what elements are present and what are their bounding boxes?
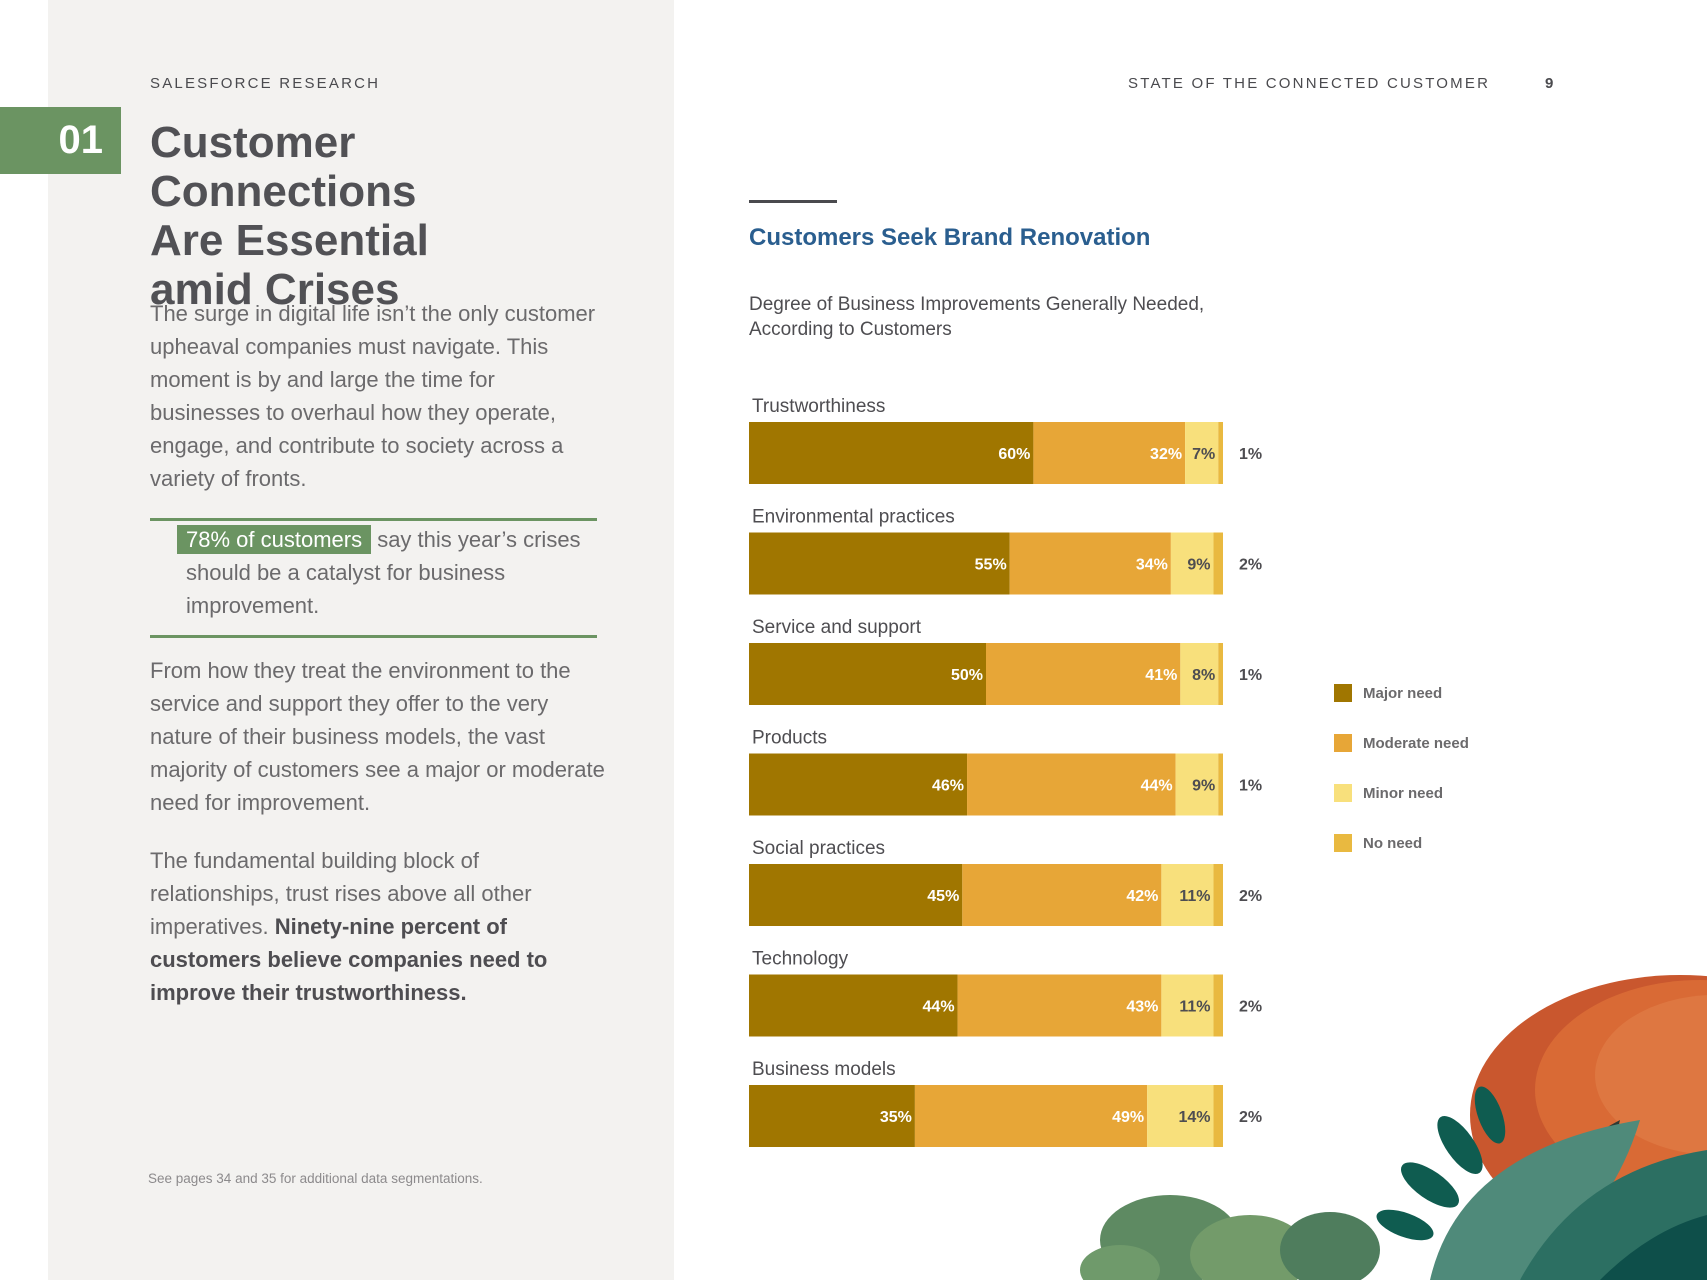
- bar-business-models-no-need: [1213, 1085, 1223, 1147]
- value-label-trustworthiness-major-need: 60%: [998, 446, 1030, 463]
- bar-service-and-support-minor-need: [1180, 643, 1219, 705]
- value-label-business-models-minor-need: 14%: [1178, 1109, 1210, 1126]
- bar-social-practices-moderate-need: [962, 864, 1162, 926]
- value-label-products-no-need: 1%: [1239, 778, 1262, 795]
- headline-line-1: Customer Connections: [150, 118, 417, 216]
- bar-technology-major-need: [749, 974, 958, 1037]
- trust-paragraph: The fundamental building block of relati…: [150, 844, 610, 1009]
- legend-swatch-no-need: [1334, 834, 1352, 852]
- bar-environmental-practices-moderate-need: [1009, 532, 1171, 595]
- legend-swatch-major-need: [1334, 684, 1352, 702]
- stat-callout: 78% of customers say this year’s crises …: [150, 518, 597, 638]
- bar-environmental-practices-no-need: [1213, 532, 1223, 595]
- brand-label: SALESFORCE RESEARCH: [150, 75, 381, 92]
- value-label-technology-no-need: 2%: [1239, 999, 1262, 1016]
- category-label-technology: Technology: [752, 949, 849, 970]
- value-label-trustworthiness-minor-need: 7%: [1192, 446, 1215, 463]
- legend-label-major-need: Major need: [1363, 685, 1442, 702]
- callout-text: 78% of customers say this year’s crises …: [177, 523, 591, 622]
- value-label-service-and-support-minor-need: 8%: [1192, 667, 1215, 684]
- bar-trustworthiness-moderate-need: [1033, 422, 1186, 484]
- section-number-badge: 01: [0, 107, 121, 174]
- bar-technology-no-need: [1213, 974, 1223, 1037]
- category-label-trustworthiness: Trustworthiness: [752, 396, 885, 417]
- bar-business-models-minor-need: [1147, 1085, 1214, 1147]
- value-label-technology-moderate-need: 43%: [1126, 999, 1158, 1016]
- trust-paragraph-bold: Ninety-nine percent of customers believe…: [150, 914, 548, 1005]
- bar-service-and-support-no-need: [1218, 643, 1223, 705]
- chart-legend: Major need Moderate need Minor need No need: [1334, 684, 1469, 852]
- value-label-trustworthiness-no-need: 1%: [1239, 446, 1262, 463]
- value-label-social-practices-major-need: 45%: [927, 888, 959, 905]
- bar-products-moderate-need: [967, 753, 1176, 816]
- value-label-products-minor-need: 9%: [1192, 778, 1215, 795]
- trust-paragraph-plain: The fundamental building block of relati…: [150, 848, 532, 939]
- category-label-environmental-practices: Environmental practices: [752, 507, 955, 528]
- value-label-technology-major-need: 44%: [923, 999, 955, 1016]
- category-label-business-models: Business models: [752, 1059, 896, 1080]
- value-label-business-models-moderate-need: 49%: [1112, 1109, 1144, 1126]
- bar-environmental-practices-minor-need: [1170, 532, 1214, 595]
- footnote: See pages 34 and 35 for additional data …: [148, 1171, 483, 1186]
- legend-label-no-need: No need: [1363, 835, 1422, 852]
- chart-title: Customers Seek Brand Renovation: [749, 224, 1151, 251]
- value-label-environmental-practices-major-need: 55%: [975, 557, 1007, 574]
- bar-trustworthiness-minor-need: [1185, 422, 1219, 484]
- bar-social-practices-major-need: [749, 864, 963, 926]
- value-label-environmental-practices-minor-need: 9%: [1187, 557, 1210, 574]
- legend-label-minor-need: Minor need: [1363, 785, 1443, 802]
- category-label-social-practices: Social practices: [752, 838, 885, 859]
- foliage-illustration: [1080, 975, 1707, 1280]
- callout-highlight: 78% of customers: [177, 525, 372, 554]
- bar-trustworthiness-major-need: [749, 422, 1034, 484]
- title-rule: [749, 200, 837, 203]
- value-label-service-and-support-moderate-need: 41%: [1145, 667, 1177, 684]
- bar-environmental-practices-major-need: [749, 532, 1010, 595]
- page-number: 9: [1545, 75, 1554, 92]
- value-label-trustworthiness-moderate-need: 32%: [1150, 446, 1182, 463]
- intro-paragraph: The surge in digital life isn’t the only…: [150, 301, 596, 491]
- value-label-social-practices-no-need: 2%: [1239, 888, 1262, 905]
- bar-social-practices-no-need: [1213, 864, 1223, 926]
- page-title: Customer Connections Are Essential amid …: [150, 118, 630, 314]
- callout-rest: say this year’s crises should be a catal…: [186, 527, 581, 618]
- category-label-products: Products: [752, 728, 827, 749]
- value-label-social-practices-moderate-need: 42%: [1126, 888, 1158, 905]
- legend-swatch-moderate-need: [1334, 734, 1352, 752]
- bar-trustworthiness-no-need: [1218, 422, 1223, 484]
- value-label-business-models-no-need: 2%: [1239, 1109, 1262, 1126]
- left-panel: [48, 0, 674, 1280]
- value-label-environmental-practices-moderate-need: 34%: [1136, 557, 1168, 574]
- value-label-products-major-need: 46%: [932, 778, 964, 795]
- value-label-service-and-support-no-need: 1%: [1239, 667, 1262, 684]
- bar-products-no-need: [1218, 753, 1223, 816]
- value-label-environmental-practices-no-need: 2%: [1239, 557, 1262, 574]
- headline-line-3: amid Crises: [150, 265, 400, 314]
- bar-products-major-need: [749, 753, 968, 816]
- headline-line-2: Are Essential: [150, 216, 429, 265]
- value-label-products-moderate-need: 44%: [1141, 778, 1173, 795]
- category-label-service-and-support: Service and support: [752, 617, 922, 638]
- legend-label-moderate-need: Moderate need: [1363, 735, 1469, 752]
- bar-business-models-moderate-need: [914, 1085, 1148, 1147]
- value-label-technology-minor-need: 11%: [1179, 999, 1210, 1016]
- legend-swatch-minor-need: [1334, 784, 1352, 802]
- bar-business-models-major-need: [749, 1085, 915, 1147]
- value-label-social-practices-minor-need: 11%: [1179, 888, 1210, 905]
- bar-technology-moderate-need: [957, 974, 1162, 1037]
- value-label-service-and-support-major-need: 50%: [951, 667, 983, 684]
- bar-service-and-support-major-need: [749, 643, 986, 705]
- bar-social-practices-minor-need: [1161, 864, 1214, 926]
- bar-products-minor-need: [1175, 753, 1219, 816]
- value-label-business-models-major-need: 35%: [880, 1109, 912, 1126]
- bar-service-and-support-moderate-need: [986, 643, 1181, 705]
- improvement-paragraph: From how they treat the environment to t…: [150, 658, 605, 815]
- bar-technology-minor-need: [1161, 974, 1214, 1037]
- report-title: STATE OF THE CONNECTED CUSTOMER: [1128, 75, 1491, 92]
- chart-bars: Trustworthiness 60% 32% 7% 1% Environmental p…: [749, 396, 1262, 1147]
- chart-subtitle: Degree of Business Improvements Generall…: [749, 294, 1205, 340]
